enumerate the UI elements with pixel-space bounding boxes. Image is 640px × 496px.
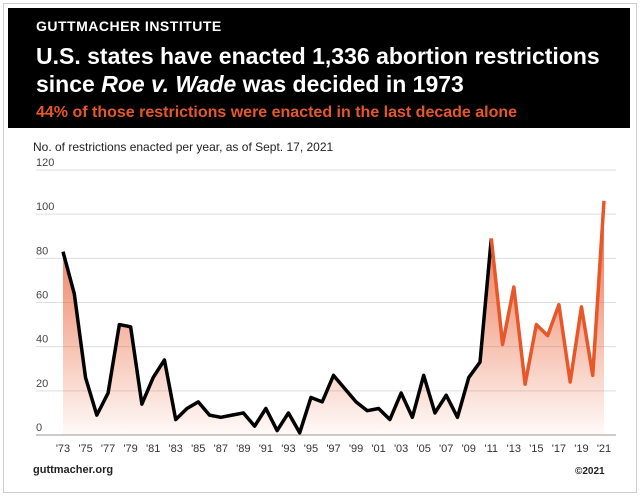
source-link[interactable]: guttmacher.org xyxy=(33,464,114,476)
y-tick-label: 120 xyxy=(36,157,54,169)
y-tick-label: 60 xyxy=(36,290,48,302)
x-tick-label: '97 xyxy=(326,443,340,455)
x-tick-label: '83 xyxy=(169,443,183,455)
org-name: GUTTMACHER INSTITUTE xyxy=(36,18,222,34)
x-tick-label: '99 xyxy=(349,443,363,455)
x-tick-label: '01 xyxy=(371,443,385,455)
x-tick-label: '13 xyxy=(507,443,521,455)
x-tick-label: '11 xyxy=(485,443,499,455)
x-tick-label: '79 xyxy=(123,443,137,455)
title-italic: Roe v. Wade xyxy=(101,71,237,97)
x-tick-label: '21 xyxy=(597,443,611,455)
x-tick-label: '73 xyxy=(56,443,70,455)
series-line-early xyxy=(61,238,494,435)
x-tick-label: '17 xyxy=(552,443,566,455)
x-tick-label: '87 xyxy=(214,443,228,455)
chart-title: U.S. states have enacted 1,336 abortion … xyxy=(36,42,626,98)
x-tick-label: '75 xyxy=(78,443,92,455)
x-tick-label: '91 xyxy=(259,443,273,455)
y-tick-label: 100 xyxy=(36,201,54,213)
area-fill xyxy=(63,200,604,435)
x-tick-label: '95 xyxy=(304,443,318,455)
x-tick-label: '15 xyxy=(529,443,543,455)
x-tick-label: '77 xyxy=(101,443,115,455)
x-tick-label: '89 xyxy=(236,443,250,455)
x-tick-label: '05 xyxy=(416,443,430,455)
x-tick-label: '19 xyxy=(574,443,588,455)
x-tick-label: '85 xyxy=(191,443,205,455)
y-tick-label: 40 xyxy=(36,334,48,346)
y-tick-label: 80 xyxy=(36,245,48,257)
x-tick-label: '07 xyxy=(439,443,453,455)
title-part: U.S. states have enacted 1,336 abortion … xyxy=(36,43,600,97)
x-tick-label: '93 xyxy=(281,443,295,455)
chart-subtitle: 44% of those restrictions were enacted i… xyxy=(36,104,518,121)
x-tick-label: '03 xyxy=(394,443,408,455)
chart-header: GUTTMACHER INSTITUTE U.S. states have en… xyxy=(8,8,630,128)
y-tick-label: 20 xyxy=(36,378,48,390)
copyright: ©2021 xyxy=(575,466,605,477)
x-tick-label: '81 xyxy=(146,443,160,455)
axis-note: No. of restrictions enacted per year, as… xyxy=(33,140,334,154)
series-line-recent xyxy=(489,200,606,386)
x-tick-label: '09 xyxy=(462,443,476,455)
y-tick-label: 0 xyxy=(36,422,42,434)
title-part: was decided in 1973 xyxy=(236,71,464,97)
